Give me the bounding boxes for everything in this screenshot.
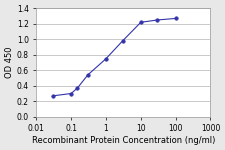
X-axis label: Recombinant Protein Concentration (ng/ml): Recombinant Protein Concentration (ng/ml… [32,136,215,145]
Y-axis label: OD 450: OD 450 [5,47,14,78]
